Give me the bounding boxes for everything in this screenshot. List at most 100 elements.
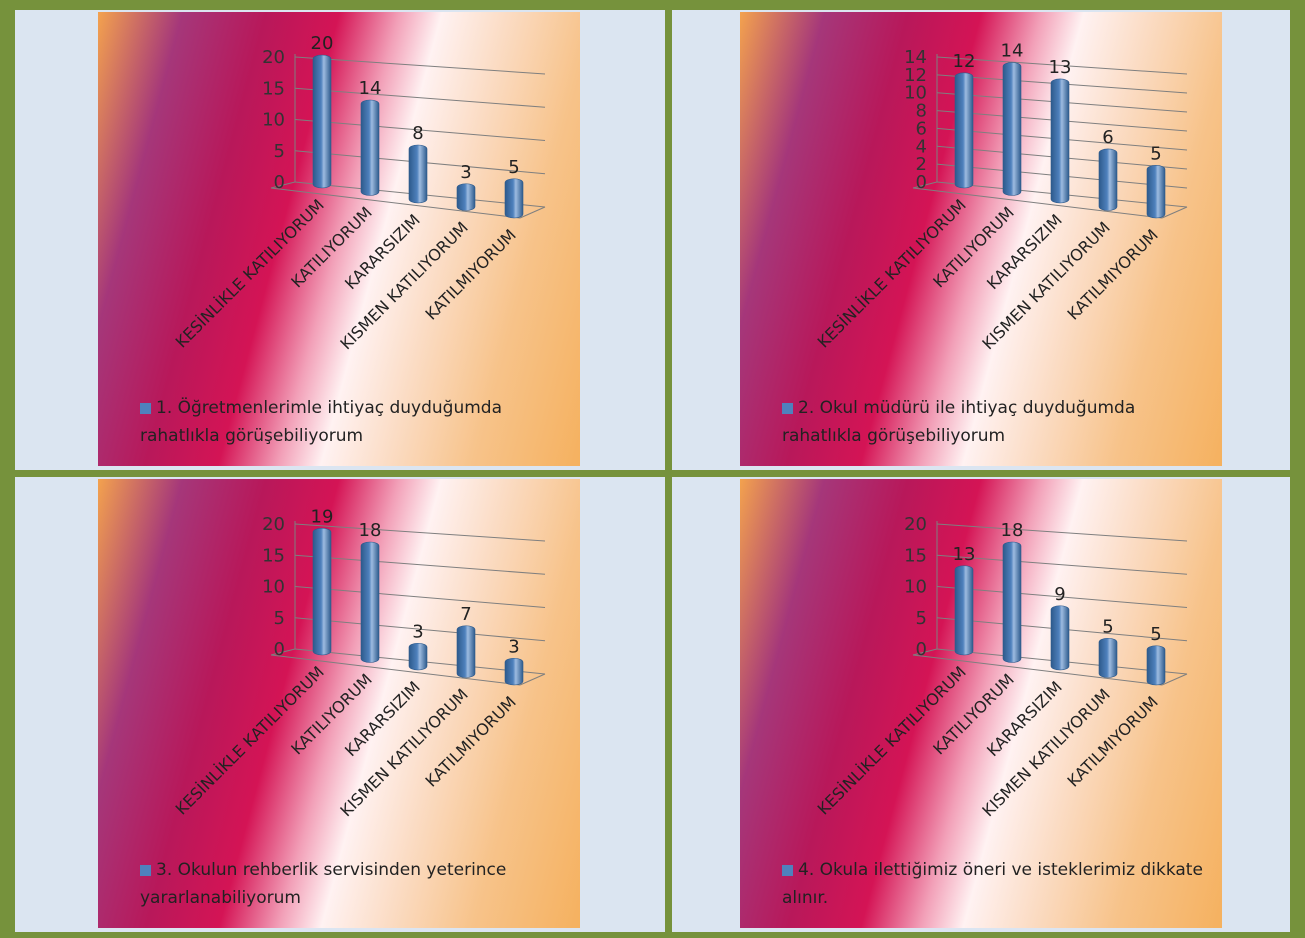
floor-edge — [519, 673, 546, 686]
bar — [408, 144, 428, 204]
floor-edge — [912, 187, 1163, 219]
chart-cell: 0 5 10 15 20 19 KESİNLİKLE KATILIYORUM 18 KATILI… — [15, 477, 665, 932]
bar — [360, 541, 380, 663]
value-label: 5 — [1102, 616, 1113, 637]
floor-edge — [1161, 673, 1188, 686]
y-tick-label: 0 — [274, 172, 285, 193]
grid-line — [294, 523, 546, 542]
chart-panel: 0 5 10 15 20 20 KESİNLİKLE KATILIYORUM 14 KATILI… — [98, 12, 580, 466]
floor-edge — [912, 648, 938, 656]
value-label: 13 — [953, 544, 976, 565]
value-label: 14 — [359, 78, 382, 99]
bar — [456, 183, 476, 211]
bar — [312, 54, 332, 189]
legend-key — [140, 865, 151, 876]
value-label: 12 — [953, 51, 976, 72]
y-tick-label: 5 — [274, 141, 285, 162]
value-label: 5 — [508, 157, 519, 178]
chart-cell: 0 5 10 15 20 13 KESİNLİKLE KATILIYORUM 18 KATILI… — [672, 477, 1290, 932]
bar — [1146, 165, 1166, 219]
legend-label: 2. Okul müdürü ile ihtiyaç duyduğumda ra… — [782, 398, 1136, 446]
y-tick-label: 20 — [262, 514, 285, 535]
y-tick-label: 5 — [916, 608, 927, 629]
chart-panel: 0 5 10 15 20 13 KESİNLİKLE KATILIYORUM 18 KATILI… — [740, 479, 1222, 928]
value-label: 6 — [1102, 127, 1113, 148]
y-tick-label: 8 — [916, 101, 927, 122]
y-tick-label: 10 — [262, 577, 285, 598]
y-tick-label: 10 — [262, 110, 285, 131]
bar — [456, 625, 476, 678]
grid-line — [294, 586, 546, 608]
floor-edge — [519, 206, 546, 219]
value-label: 9 — [1054, 584, 1065, 605]
y-tick-label: 15 — [262, 78, 285, 99]
value-label: 18 — [359, 520, 382, 541]
bar — [408, 642, 428, 671]
floor-edge — [270, 648, 296, 656]
legend-key — [782, 403, 793, 414]
bar — [1050, 78, 1070, 204]
grid-line — [294, 554, 546, 575]
y-tick-label: 0 — [916, 639, 927, 660]
value-label: 3 — [412, 621, 423, 642]
y-tick-label: 12 — [904, 65, 927, 86]
floor-edge — [270, 187, 521, 219]
grid-line — [936, 523, 1188, 542]
bar — [1098, 148, 1118, 211]
value-label: 14 — [1001, 41, 1024, 62]
value-label: 18 — [1001, 520, 1024, 541]
grid-line — [294, 119, 546, 141]
bar — [1098, 637, 1118, 678]
bar — [312, 527, 332, 656]
grid-line — [936, 554, 1188, 575]
bar — [954, 565, 974, 656]
bar — [954, 72, 974, 189]
legend-label: 3. Okulun rehberlik servisinden yeterinc… — [140, 860, 507, 908]
y-tick-label: 5 — [274, 608, 285, 629]
legend-key — [782, 865, 793, 876]
y-tick-label: 10 — [904, 83, 927, 104]
legend: 2. Okul müdürü ile ihtiyaç duyduğumda ra… — [782, 394, 1212, 450]
bar — [1002, 541, 1022, 663]
y-tick-label: 6 — [916, 118, 927, 139]
y-tick-label: 20 — [904, 514, 927, 535]
legend-label: 1. Öğretmenlerimle ihtiyaç duyduğumda ra… — [140, 398, 503, 446]
bar — [360, 99, 380, 196]
chart-cell: 0 5 10 15 20 20 KESİNLİKLE KATILIYORUM 14 KATILI… — [15, 10, 665, 470]
legend: 1. Öğretmenlerimle ihtiyaç duyduğumda ra… — [140, 394, 570, 450]
value-label: 20 — [311, 33, 334, 54]
value-label: 13 — [1049, 57, 1072, 78]
grid-line — [294, 56, 546, 75]
value-label: 3 — [508, 636, 519, 657]
floor-edge — [912, 181, 938, 189]
legend-label: 4. Okula ilettiğimiz öneri ve isteklerim… — [782, 860, 1203, 908]
y-tick-label: 0 — [916, 172, 927, 193]
y-tick-label: 10 — [904, 577, 927, 598]
floor-edge — [1161, 206, 1188, 219]
y-tick-label: 0 — [274, 639, 285, 660]
value-label: 7 — [460, 604, 471, 625]
legend: 4. Okula ilettiğimiz öneri ve isteklerim… — [782, 856, 1212, 912]
value-label: 5 — [1150, 624, 1161, 645]
bar — [1002, 62, 1022, 196]
floor-edge — [912, 654, 1163, 686]
floor-edge — [270, 654, 521, 686]
y-tick-label: 20 — [262, 47, 285, 68]
chart-panel: 0 5 10 15 20 19 KESİNLİKLE KATILIYORUM 18 KATILI… — [98, 479, 580, 928]
y-tick-label: 15 — [904, 545, 927, 566]
value-label: 19 — [311, 506, 334, 527]
legend: 3. Okulun rehberlik servisinden yeterinc… — [140, 856, 570, 912]
grid-line — [294, 87, 546, 108]
bar — [1050, 605, 1070, 671]
y-tick-label: 2 — [916, 154, 927, 175]
bar — [1146, 645, 1166, 686]
floor-edge — [270, 181, 296, 189]
grid-line — [936, 56, 1188, 75]
y-tick-label: 4 — [916, 136, 927, 157]
grid-line — [294, 617, 546, 642]
